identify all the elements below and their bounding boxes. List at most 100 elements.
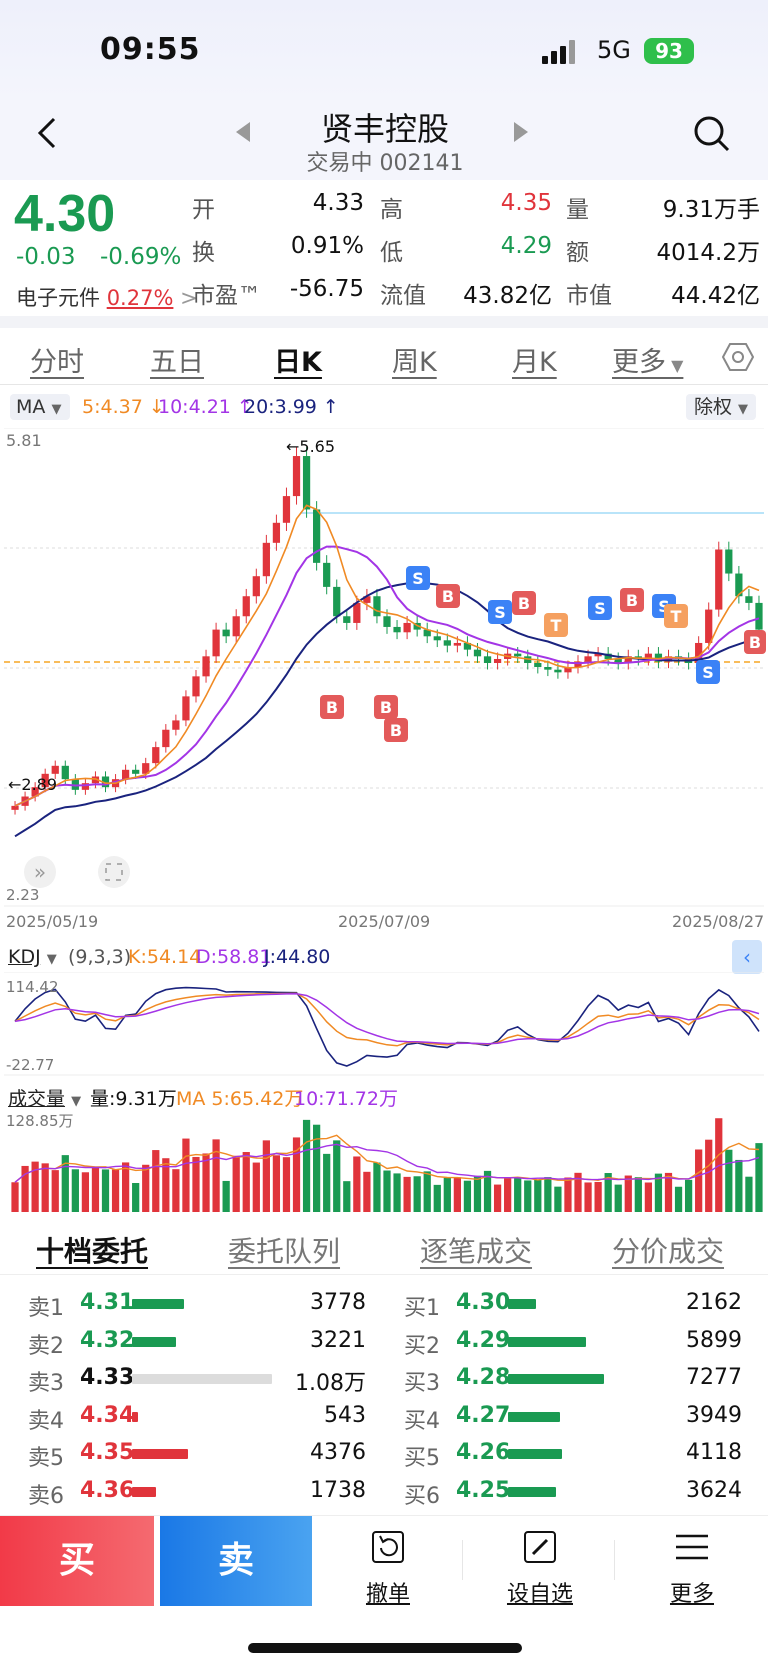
menu-icon [676, 1534, 708, 1560]
sell-button[interactable]: 卖 [160, 1516, 312, 1606]
asks-level-row[interactable]: 卖2 4.32 3221 [0, 1328, 380, 1365]
buy-marker[interactable]: B [320, 695, 344, 719]
bids-level-row[interactable]: 买6 4.25 3624 [376, 1478, 756, 1515]
volume-bar [333, 1140, 341, 1212]
add-watchlist-button[interactable]: 设自选 [480, 1530, 600, 1608]
tab-ten-level[interactable]: 十档委托 [36, 1235, 149, 1268]
kdj-selector[interactable]: KDJ ▼ [8, 946, 57, 968]
asks-level-qty: 1738 [310, 1478, 366, 1503]
settings-icon[interactable] [722, 342, 754, 372]
volume-bar [373, 1162, 381, 1212]
tab-monthly-k[interactable]: 月K [512, 347, 557, 378]
asks-level-row[interactable]: 卖5 4.35 4376 [0, 1440, 380, 1477]
open-value: 4.33 [312, 190, 364, 216]
tab-intraday[interactable]: 分时 [30, 347, 84, 378]
buy-marker[interactable]: B [384, 718, 408, 742]
kdj-chart: 114.42 -22.77 [4, 972, 764, 1076]
volume-bar [544, 1177, 552, 1212]
volume-bar [695, 1149, 703, 1212]
t-marker[interactable]: T [544, 613, 568, 637]
sell-marker[interactable]: S [406, 566, 430, 590]
add-watchlist-label: 设自选 [506, 1582, 573, 1607]
candle [91, 776, 100, 784]
bids-level-row[interactable]: 买4 4.27 3949 [376, 1403, 756, 1440]
bids-level-row[interactable]: 买3 4.28 7277 [376, 1365, 756, 1402]
home-indicator[interactable] [248, 1643, 522, 1653]
sector-link[interactable]: 电子元件 0.27% > [16, 286, 198, 310]
bids-level-row[interactable]: 买5 4.26 4118 [376, 1440, 756, 1477]
svg-text:»: » [34, 860, 46, 884]
turnover-value: 0.91% [290, 233, 364, 259]
asks-level-row[interactable]: 卖6 4.36 1738 [0, 1478, 380, 1515]
sell-marker[interactable]: S [588, 596, 612, 620]
candle [272, 522, 281, 543]
volume-bar [453, 1177, 461, 1212]
volume-selector[interactable]: 成交量 ▼ [8, 1088, 82, 1110]
bids-level-qty: 3624 [686, 1478, 742, 1503]
fullscreen-icon[interactable] [98, 856, 130, 888]
candle [544, 667, 552, 670]
buy-marker[interactable]: B [744, 630, 766, 654]
bids-level-price: 4.29 [456, 1327, 511, 1353]
asks-level-row[interactable]: 卖3 4.33 1.08万 [0, 1365, 380, 1402]
search-icon[interactable] [692, 114, 732, 154]
bids-level-label: 买2 [404, 1333, 440, 1359]
collapse-icon[interactable]: ‹ [732, 940, 762, 974]
low-annotation-value: 2.89 [21, 775, 57, 794]
bids-level-label: 买5 [404, 1446, 440, 1472]
buy-button[interactable]: 买 [0, 1516, 154, 1606]
candlestick-chart[interactable]: B B B S B S B T S B S T S B 5.81 2.23 ←5… [0, 428, 768, 908]
y-min-label: 2.23 [6, 886, 39, 904]
candle [755, 602, 763, 630]
volume-bar [292, 1137, 301, 1212]
more-button[interactable]: 更多 [632, 1530, 752, 1608]
buy-marker[interactable]: B [374, 695, 398, 719]
back-icon[interactable] [30, 115, 66, 151]
header [0, 100, 768, 180]
volume-bar [61, 1155, 69, 1212]
edit-icon [524, 1531, 556, 1563]
asks-level-row[interactable]: 卖1 4.31 3778 [0, 1290, 380, 1327]
candle [443, 640, 451, 646]
bids-level-row[interactable]: 买1 4.30 2162 [376, 1290, 756, 1327]
svg-text:B: B [749, 633, 761, 652]
tab-order-queue[interactable]: 委托队列 [228, 1235, 341, 1268]
ma-selector[interactable]: MA ▼ [10, 394, 70, 420]
candle [41, 773, 49, 788]
candle [715, 549, 723, 610]
asks-level-row[interactable]: 卖4 4.34 543 [0, 1403, 380, 1440]
buy-marker[interactable]: B [436, 584, 460, 608]
volume-chart: 128.85万 [6, 1112, 763, 1212]
volume-bar [755, 1143, 763, 1212]
tab-daily-k[interactable]: 日K [274, 347, 322, 378]
candle [695, 642, 703, 663]
bids-level-qty: 5899 [686, 1327, 742, 1353]
asks-level-price: 4.36 [80, 1478, 135, 1503]
candle [393, 626, 401, 633]
tab-weekly-k[interactable]: 周K [392, 347, 437, 378]
svg-text:B: B [518, 594, 530, 613]
bids-level-row[interactable]: 买2 4.29 5899 [376, 1328, 756, 1365]
candle [564, 667, 572, 673]
expand-panel-icon[interactable]: » [24, 856, 56, 888]
volume-value: 9.31万手 [662, 197, 760, 223]
tab-five-day[interactable]: 五日 [150, 347, 204, 378]
cancel-order-button[interactable]: 撤单 [328, 1530, 448, 1608]
prev-stock-icon[interactable] [236, 122, 250, 142]
sell-marker[interactable]: S [488, 600, 512, 624]
tab-tick-trades[interactable]: 逐笔成交 [420, 1235, 533, 1268]
t-marker[interactable]: T [664, 604, 688, 628]
adjust-selector[interactable]: 除权 ▼ [686, 394, 756, 420]
kdj-params: (9,3,3) [68, 946, 132, 968]
ma10-text: 10:4.21 [158, 396, 231, 418]
next-stock-icon[interactable] [514, 122, 528, 142]
tab-more[interactable]: 更多 ▼ [612, 347, 684, 378]
kdj-k: K:54.14 [128, 946, 202, 968]
tab-price-volume[interactable]: 分价成交 [612, 1235, 725, 1268]
candle [192, 676, 200, 697]
cancel-order-label: 撤单 [365, 1582, 410, 1607]
sell-marker[interactable]: S [696, 660, 720, 684]
bids-depth-bar [508, 1449, 562, 1460]
buy-marker[interactable]: B [620, 588, 644, 612]
buy-marker[interactable]: B [512, 591, 536, 615]
